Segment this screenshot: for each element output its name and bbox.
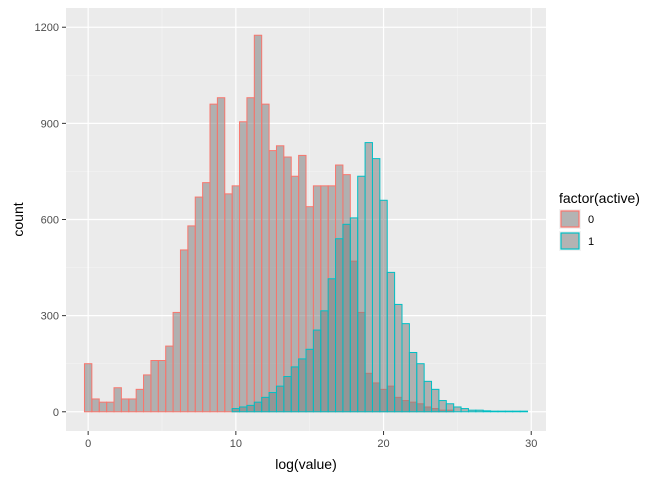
bar bbox=[246, 404, 255, 413]
bar bbox=[349, 217, 359, 413]
y-tick-label: 600 bbox=[41, 215, 59, 227]
bar bbox=[401, 323, 410, 413]
y-tick-label: 1200 bbox=[35, 22, 59, 34]
bar bbox=[408, 351, 418, 413]
bar bbox=[275, 385, 285, 413]
bar bbox=[83, 363, 93, 413]
bar bbox=[394, 303, 403, 413]
histogram-bars bbox=[83, 34, 529, 413]
bar bbox=[268, 392, 277, 413]
bar bbox=[239, 406, 248, 413]
bar bbox=[519, 410, 529, 413]
bar bbox=[239, 121, 248, 413]
series-1 bbox=[231, 142, 529, 413]
bar bbox=[416, 363, 425, 413]
bar bbox=[135, 388, 145, 413]
y-tick-label: 300 bbox=[41, 311, 59, 323]
bar bbox=[298, 358, 307, 413]
bar bbox=[98, 401, 108, 413]
y-tick-label: 0 bbox=[53, 407, 59, 419]
bar bbox=[128, 398, 137, 413]
bar bbox=[305, 348, 314, 413]
bar bbox=[261, 396, 270, 413]
bar bbox=[482, 410, 492, 413]
x-tick-label: 10 bbox=[230, 438, 242, 450]
bar bbox=[231, 185, 241, 413]
bar bbox=[224, 193, 233, 413]
bar bbox=[187, 225, 196, 413]
bar bbox=[357, 175, 366, 413]
bar bbox=[371, 158, 381, 413]
bar bbox=[283, 376, 292, 413]
bar bbox=[490, 410, 499, 413]
bar bbox=[268, 150, 277, 413]
bar bbox=[283, 156, 292, 413]
bar bbox=[202, 182, 211, 413]
bar bbox=[497, 410, 506, 413]
bar bbox=[209, 103, 218, 413]
bar bbox=[157, 360, 167, 413]
legend-key-0 bbox=[560, 210, 580, 228]
bar bbox=[445, 403, 455, 413]
bar bbox=[143, 374, 152, 413]
bar bbox=[379, 199, 388, 413]
legend-label-1: 1 bbox=[588, 236, 594, 248]
x-tick-label: 20 bbox=[377, 438, 389, 450]
bar bbox=[216, 97, 226, 413]
legend-key-1 bbox=[560, 232, 580, 250]
legend-title: factor(active) bbox=[559, 190, 640, 206]
bar bbox=[194, 196, 204, 413]
bar bbox=[453, 406, 462, 413]
bar bbox=[91, 398, 100, 413]
bar bbox=[467, 409, 477, 413]
bar bbox=[275, 145, 285, 413]
bar bbox=[253, 34, 263, 413]
bar bbox=[179, 249, 189, 413]
bar bbox=[512, 410, 521, 413]
bar bbox=[165, 345, 174, 413]
y-axis-title: count bbox=[10, 202, 26, 236]
bar bbox=[335, 238, 344, 413]
bar bbox=[438, 400, 447, 413]
bar bbox=[106, 401, 115, 413]
bar bbox=[431, 388, 440, 413]
bar bbox=[460, 408, 469, 413]
bar bbox=[320, 310, 329, 413]
bar bbox=[113, 387, 122, 413]
x-tick-label: 0 bbox=[85, 438, 91, 450]
bar bbox=[261, 103, 270, 413]
bar bbox=[327, 278, 337, 413]
bar bbox=[120, 398, 130, 413]
x-axis-title: log(value) bbox=[275, 456, 336, 472]
bar bbox=[475, 409, 484, 413]
bar bbox=[342, 223, 351, 413]
bar bbox=[150, 360, 159, 413]
bar bbox=[423, 380, 433, 413]
bar bbox=[386, 271, 396, 413]
y-tick-label: 900 bbox=[41, 118, 59, 130]
bar bbox=[253, 401, 263, 413]
bar bbox=[172, 311, 181, 413]
bar bbox=[290, 366, 300, 413]
bar bbox=[312, 329, 322, 413]
legend: factor(active) 0 1 bbox=[559, 190, 640, 251]
bar bbox=[364, 142, 373, 413]
legend-label-0: 0 bbox=[588, 214, 594, 226]
bar bbox=[504, 410, 514, 413]
bar bbox=[231, 408, 241, 413]
bar bbox=[246, 97, 255, 413]
x-tick-label: 30 bbox=[525, 438, 537, 450]
